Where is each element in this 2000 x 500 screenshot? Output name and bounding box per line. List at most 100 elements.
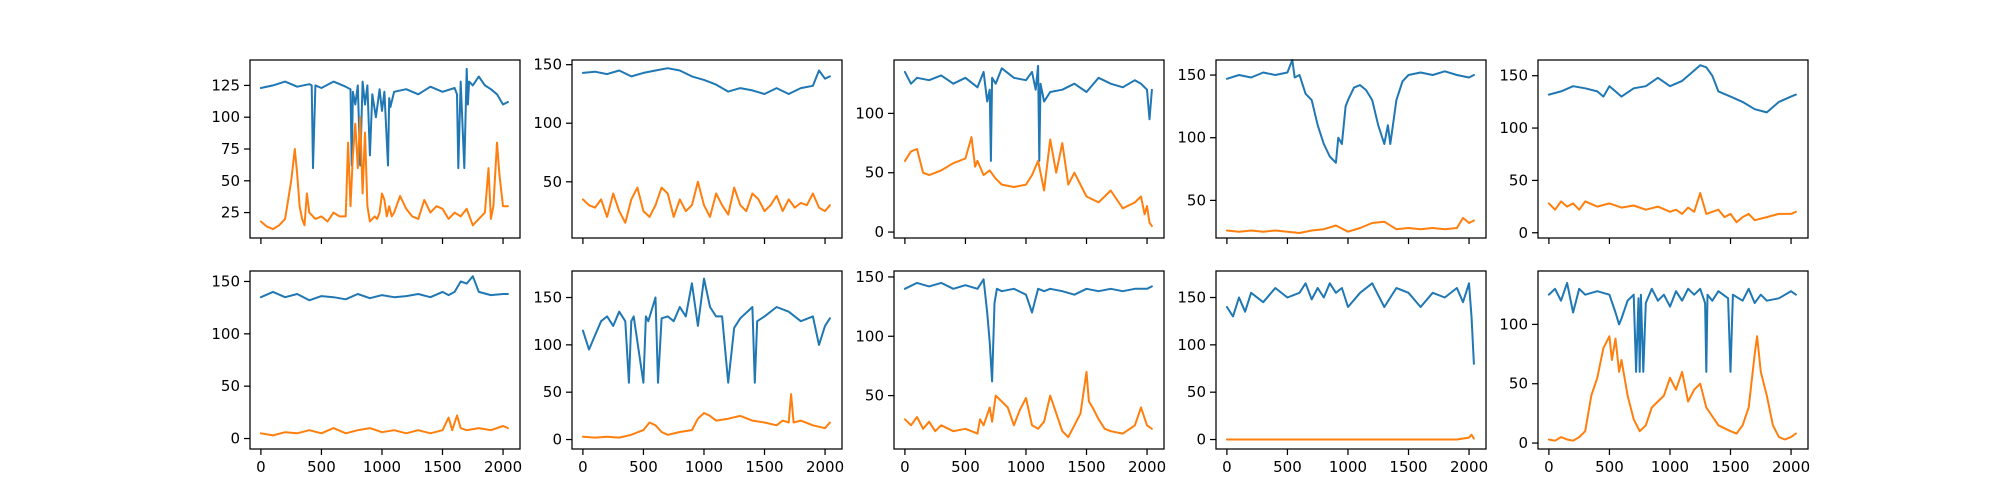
y-tick-label: 50 [865,164,884,182]
axes-frame [1537,270,1809,450]
x-tick-label: 500 [951,458,980,476]
y-tick-label: 100 [1499,315,1528,333]
x-tick-label: 1000 [1007,458,1045,476]
series-line-2 [581,393,831,439]
x-tick-label: 0 [578,458,588,476]
series-line-1 [903,64,1153,162]
series-line-2 [581,180,831,224]
subplot-4: 50 100 150 [1177,59,1487,244]
x-tick-label: 1000 [1651,458,1689,476]
y-tick-label: 75 [221,140,240,158]
subplot-3: 0 50 100 [855,59,1165,244]
y-tick-label: 50 [1187,191,1206,209]
y-tick-label: 0 [552,431,562,449]
y-tick-label: 150 [1177,66,1206,84]
y-tick-label: 100 [855,104,884,122]
y-tick-label: 150 [855,268,884,286]
series-line-1 [1225,59,1475,164]
axes-frame [1215,270,1487,450]
series-line-2 [1225,216,1475,234]
x-tick-label: 1000 [685,458,723,476]
x-tick-label: 500 [307,458,336,476]
x-tick-label: 2000 [484,458,522,476]
x-tick-label: 1500 [423,458,461,476]
y-tick-label: 150 [1177,289,1206,307]
y-tick-label: 50 [221,377,240,395]
y-tick-label: 0 [1196,431,1206,449]
y-tick-label: 100 [211,108,240,126]
y-tick-label: 0 [874,223,884,241]
axes-frame [571,270,843,450]
series-line-2 [1547,335,1797,442]
series-line-1 [1547,64,1797,114]
y-tick-label: 50 [543,383,562,401]
y-tick-label: 100 [211,325,240,343]
y-tick-label: 0 [230,430,240,448]
x-tick-label: 0 [1544,458,1554,476]
x-tick-label: 1500 [1067,458,1105,476]
x-tick-label: 1000 [1329,458,1367,476]
series-line-1 [903,278,1153,383]
x-tick-label: 2000 [806,458,844,476]
series-line-2 [903,370,1153,439]
y-tick-label: 0 [1518,224,1528,242]
x-tick-label: 1000 [363,458,401,476]
y-tick-label: 25 [221,204,240,222]
y-tick-label: 100 [1177,129,1206,147]
x-tick-label: 500 [1595,458,1624,476]
y-tick-label: 50 [1509,171,1528,189]
x-tick-label: 1500 [745,458,783,476]
axes-frame [893,270,1165,450]
x-tick-label: 1500 [1389,458,1427,476]
series-line-2 [1225,433,1475,441]
series-line-1 [259,275,509,302]
series-line-1 [1547,281,1797,373]
series-line-2 [1547,192,1797,224]
series-line-2 [259,414,509,437]
x-tick-label: 0 [900,458,910,476]
series-line-1 [1225,282,1475,365]
axes-frame [249,270,521,450]
y-tick-label: 50 [221,172,240,190]
subplot-1: 25 50 75 100 125 [211,59,521,244]
axes-frame [249,59,521,239]
series-line-1 [259,67,509,170]
x-tick-label: 2000 [1772,458,1810,476]
y-tick-label: 100 [1177,336,1206,354]
y-tick-label: 50 [865,387,884,405]
y-tick-label: 100 [1499,119,1528,137]
axes-frame [893,59,1165,239]
x-tick-label: 2000 [1450,458,1488,476]
y-tick-label: 150 [1499,67,1528,85]
series-line-2 [259,116,509,231]
series-line-2 [903,136,1153,228]
y-tick-label: 50 [543,173,562,191]
y-tick-label: 100 [533,336,562,354]
x-tick-label: 1500 [1711,458,1749,476]
x-tick-label: 500 [1273,458,1302,476]
subplot-5: 0 50 100 150 [1499,59,1809,244]
y-tick-label: 100 [533,114,562,132]
y-tick-label: 50 [1187,383,1206,401]
y-tick-label: 125 [211,76,240,94]
x-tick-label: 500 [629,458,658,476]
y-tick-label: 0 [1518,434,1528,452]
axes-frame [1215,59,1487,239]
subplot-2: 50 100 150 [533,56,843,244]
y-tick-label: 50 [1509,375,1528,393]
x-tick-label: 0 [1222,458,1232,476]
y-tick-label: 150 [533,289,562,307]
x-tick-label: 0 [256,458,266,476]
axes-frame [571,59,843,239]
axes-frame [1537,59,1809,239]
y-tick-label: 150 [211,272,240,290]
y-tick-label: 150 [533,56,562,74]
series-line-1 [581,277,831,384]
series-line-1 [581,67,831,95]
